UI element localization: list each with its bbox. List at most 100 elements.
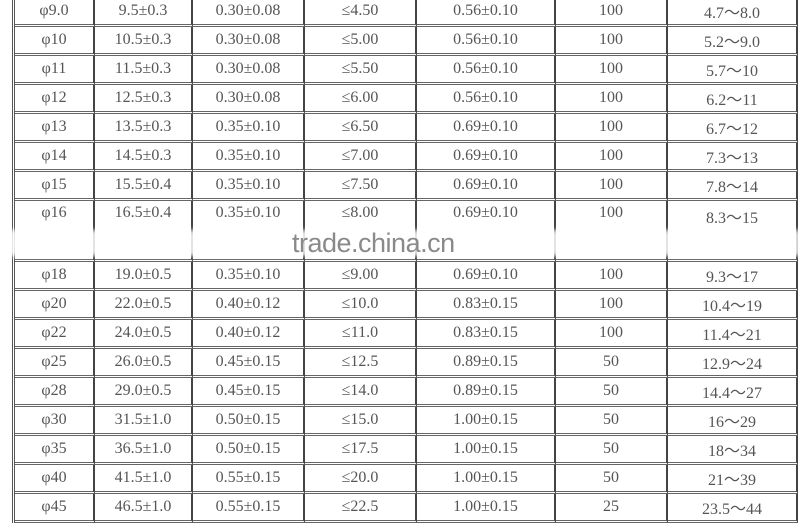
table-row: φ40 41.5±1.0 0.55±0.15 ≤20.0 1.00±0.15 50 21～3… — [15, 465, 798, 494]
table-cell: 100 — [556, 172, 668, 201]
table-cell: 100 — [556, 56, 668, 85]
table-cell: ≤4.50 — [305, 0, 417, 27]
table-cell: φ14 — [15, 143, 95, 172]
table-cell: 100 — [556, 291, 668, 320]
table-cell: 0.69±0.10 — [417, 172, 556, 201]
table-cell: 0.56±0.10 — [417, 27, 556, 56]
table-cell: φ12 — [15, 85, 95, 114]
table-cell: 100 — [556, 114, 668, 143]
table-row: φ28 29.0±0.5 0.45±0.15 ≤14.0 0.89±0.15 50 14.4… — [15, 378, 798, 407]
table-cell: 10.4～19 — [668, 291, 798, 320]
table-cell: 11.4～21 — [668, 320, 798, 349]
table-cell: 100 — [556, 27, 668, 56]
watermark-band — [0, 230, 800, 256]
table-cell: 0.30±0.08 — [193, 85, 305, 114]
table-row: φ12 12.5±0.3 0.30±0.08 ≤6.00 0.56±0.10 100 6.2… — [15, 85, 798, 114]
table-cell: ≤6.50 — [305, 114, 417, 143]
table-cell: 50 — [556, 378, 668, 407]
table-cell: 0.56±0.10 — [417, 85, 556, 114]
table-cell: φ9.0 — [15, 0, 95, 27]
table-cell: 0.50±0.15 — [193, 407, 305, 436]
table-cell: φ10 — [15, 27, 95, 56]
watermark: trade.china.cn — [292, 228, 455, 258]
table-cell: 0.40±0.12 — [193, 291, 305, 320]
table-cell: 50 — [556, 436, 668, 465]
table-row: φ16 16.5±0.4 0.35±0.10 ≤8.00 0.69±0.10 100 8.3… — [15, 201, 798, 262]
table-cell: φ28 — [15, 378, 95, 407]
table-row: φ25 26.0±0.5 0.45±0.15 ≤12.5 0.89±0.15 50 12.9… — [15, 349, 798, 378]
table-cell: ≤5.50 — [305, 56, 417, 85]
table-cell: ≤9.00 — [305, 262, 417, 291]
table-cell: 14.4～27 — [668, 378, 798, 407]
table-cell: 0.35±0.10 — [193, 143, 305, 172]
table-cell: 0.45±0.15 — [193, 378, 305, 407]
table-cell: 24.0±0.5 — [95, 320, 193, 349]
table-cell: 9.5±0.3 — [95, 0, 193, 27]
table-cell: 14.5±0.3 — [95, 143, 193, 172]
table-cell: 12.5±0.3 — [95, 85, 193, 114]
table-cell: 22.0±0.5 — [95, 291, 193, 320]
table-cell: 0.89±0.15 — [417, 378, 556, 407]
table-cell: ≤11.0 — [305, 320, 417, 349]
table-cell: 21～39 — [668, 465, 798, 494]
table-cell: φ18 — [15, 262, 95, 291]
table-cell: 1.00±0.15 — [417, 407, 556, 436]
table-cell: 7.3～13 — [668, 143, 798, 172]
spec-table: φ9.0 9.5±0.3 0.30±0.08 ≤4.50 0.56±0.10 100 4.7… — [12, 0, 798, 523]
table-row: φ30 31.5±1.0 0.50±0.15 ≤15.0 1.00±0.15 50 16～2… — [15, 407, 798, 436]
table-cell: 6.7～12 — [668, 114, 798, 143]
table-cell: 0.56±0.10 — [417, 0, 556, 27]
table-cell: 1.00±0.15 — [417, 465, 556, 494]
table-cell: ≤7.00 — [305, 143, 417, 172]
table-cell: 1.00±0.15 — [417, 436, 556, 465]
table-cell: ≤7.50 — [305, 172, 417, 201]
table-cell: 15.5±0.4 — [95, 172, 193, 201]
table-cell: φ13 — [15, 114, 95, 143]
table-cell: 0.83±0.15 — [417, 320, 556, 349]
table-cell: 10.5±0.3 — [95, 27, 193, 56]
table-row: φ10 10.5±0.3 0.30±0.08 ≤5.00 0.56±0.10 100 5.2… — [15, 27, 798, 56]
table-cell: 31.5±1.0 — [95, 407, 193, 436]
table-cell: φ15 — [15, 172, 95, 201]
table-cell: 0.30±0.08 — [193, 27, 305, 56]
table-cell: 0.40±0.12 — [193, 320, 305, 349]
table-cell: φ30 — [15, 407, 95, 436]
table-cell: 11.5±0.3 — [95, 56, 193, 85]
table-row: φ22 24.0±0.5 0.40±0.12 ≤11.0 0.83±0.15 100 11.… — [15, 320, 798, 349]
table-cell: ≤10.0 — [305, 291, 417, 320]
table-cell: 29.0±0.5 — [95, 378, 193, 407]
table-row: φ15 15.5±0.4 0.35±0.10 ≤7.50 0.69±0.10 100 7.8… — [15, 172, 798, 201]
table-cell: 50 — [556, 407, 668, 436]
table-cell: 0.35±0.10 — [193, 262, 305, 291]
table-cell: 18～34 — [668, 436, 798, 465]
table-cell: 0.45±0.15 — [193, 349, 305, 378]
table-cell: 7.8～14 — [668, 172, 798, 201]
table-cell: φ11 — [15, 56, 95, 85]
table-cell: 0.69±0.10 — [417, 262, 556, 291]
table-cell: φ40 — [15, 465, 95, 494]
table-cell: ≤5.00 — [305, 27, 417, 56]
table-cell: 16～29 — [668, 407, 798, 436]
table-cell: 13.5±0.3 — [95, 114, 193, 143]
table-cell: 0.30±0.08 — [193, 56, 305, 85]
table-row: φ11 11.5±0.3 0.30±0.08 ≤5.50 0.56±0.10 100 5.7… — [15, 56, 798, 85]
table-cell: ≤15.0 — [305, 407, 417, 436]
table-cell: 100 — [556, 85, 668, 114]
table-row: φ9.0 9.5±0.3 0.30±0.08 ≤4.50 0.56±0.10 100 4.7… — [15, 0, 798, 27]
table-cell: 41.5±1.0 — [95, 465, 193, 494]
table-cell: 100 — [556, 320, 668, 349]
table-cell: 100 — [556, 0, 668, 27]
table-cell: φ20 — [15, 291, 95, 320]
table-cell: 100 — [556, 143, 668, 172]
table-cell: 19.0±0.5 — [95, 262, 193, 291]
table-cell: ≤12.5 — [305, 349, 417, 378]
table-row: φ18 19.0±0.5 0.35±0.10 ≤9.00 0.69±0.10 100 9.3… — [15, 262, 798, 291]
table-cell: 0.56±0.10 — [417, 56, 556, 85]
table-cell: 5.2～9.0 — [668, 27, 798, 56]
table-cell: ≤14.0 — [305, 378, 417, 407]
table-cell: 0.35±0.10 — [193, 114, 305, 143]
table-cell: ≤17.5 — [305, 436, 417, 465]
table-cell: 36.5±1.0 — [95, 436, 193, 465]
table-cell: φ22 — [15, 320, 95, 349]
table-cell: 26.0±0.5 — [95, 349, 193, 378]
